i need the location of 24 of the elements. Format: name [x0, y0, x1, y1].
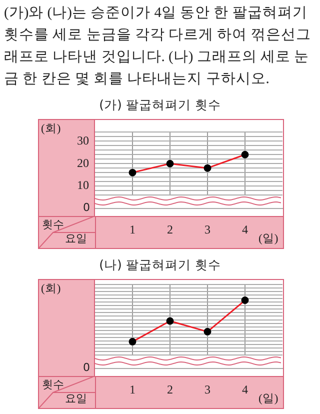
text: 횟수 [42, 377, 64, 392]
x-axis-title: (일) [258, 392, 278, 406]
y-tick-label: 10 [77, 178, 89, 192]
text: 0 [83, 361, 90, 374]
y-axis-title: (회) [41, 122, 61, 136]
chart-title: (나) 팔굽혀펴기 횟수 [98, 257, 222, 274]
x-tick-label: 3 [204, 382, 210, 396]
x-tick-label: 3 [204, 222, 210, 236]
text: (가)와 (나)는 승준이가 4일 동안 한 팔굽혀펴기 횟수를 세로 눈금을 각각 다르게 하여 꺾은선그래프로 나타낸 것입니다. (나) 그래프의 세로 눈금 한 칸은 몇 회를 나타내는지 구하시오. [4, 4, 312, 89]
x-tick-label: 1 [130, 222, 136, 236]
x-tick-label: 2 [167, 382, 173, 396]
text: 횟수 [42, 217, 64, 232]
x-tick-label: 1 [130, 382, 136, 396]
y-tick-label: 30 [77, 133, 89, 148]
text: 0 [83, 201, 90, 214]
x-tick-label: 2 [167, 222, 173, 236]
x-axis-title: (일) [258, 232, 278, 246]
text: 요일 [65, 231, 87, 246]
text: 요일 [65, 391, 87, 406]
y-tick-label: 20 [77, 156, 89, 170]
y-axis-title: (회) [41, 282, 61, 296]
x-tick-label: 4 [242, 222, 248, 236]
chart-title: (가) 팔굽혀펴기 횟수 [98, 97, 222, 114]
x-tick-label: 4 [242, 382, 248, 396]
